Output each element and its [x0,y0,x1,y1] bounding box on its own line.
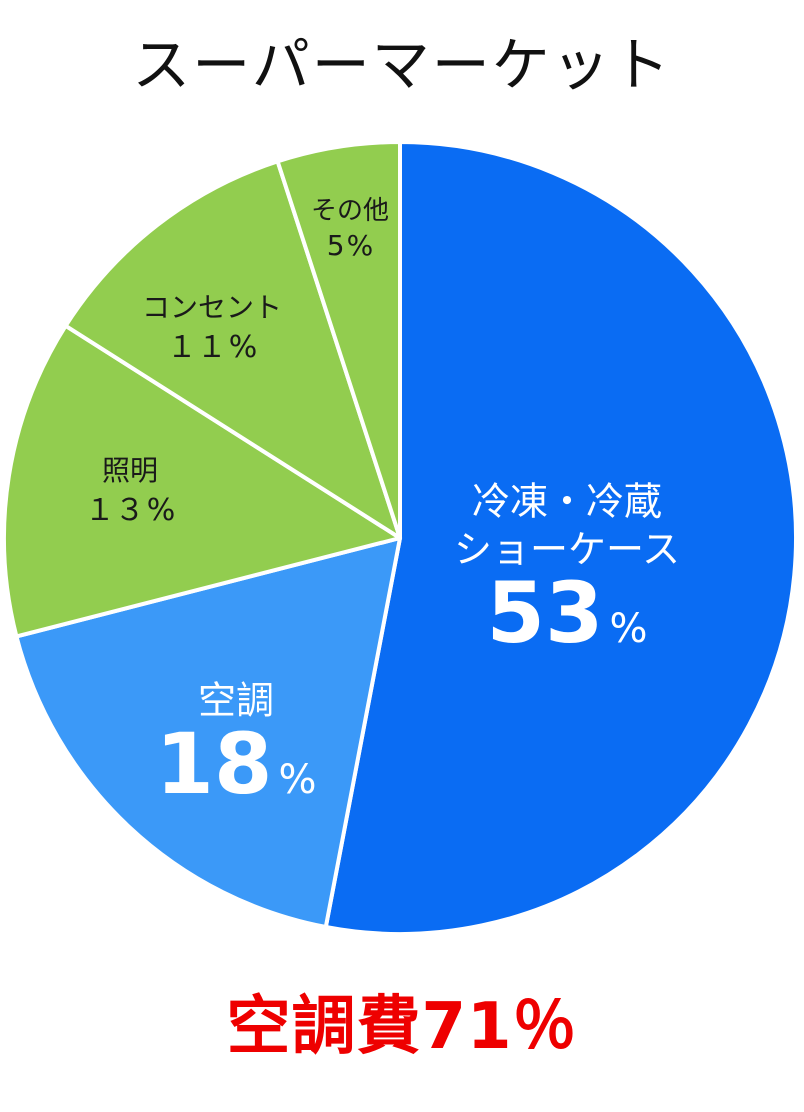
slice-value-number-1: 53 [487,564,604,662]
slice-value-number-2: 18 [156,715,273,813]
pie-slice-4 [63,159,402,540]
pie-slice-3 [2,323,402,639]
chart-title: スーパーマーケット [132,31,672,99]
slice-label-group-4: コンセント １１% [142,291,282,365]
slice-value-5: 5% [327,229,373,262]
slice-name-2: 空調 [198,678,274,722]
slice-value-unit-3: % [147,493,176,528]
slice-label-group-3: 照明 １３% [85,454,176,528]
slice-value-1: 53% [487,564,648,662]
slice-name-4: コンセント [142,291,282,324]
slice-value-unit-2: % [278,757,316,803]
slice-name-1-line-1: 冷凍・冷蔵 [472,479,662,523]
pie-slice-2 [14,536,402,929]
pie-slice-5 [275,140,402,540]
slice-value-2: 18% [156,715,317,813]
slice-name-3: 照明 [102,454,158,487]
pie-slice-1 [323,140,798,936]
slice-value-unit-1: % [609,606,647,652]
slice-value-unit-5: % [347,229,374,262]
pie-slices [2,140,798,936]
slice-value-number-3: １３ [85,493,145,528]
slice-name-1-line-2: ショーケース [454,527,680,571]
summary-text: 空調費71％ [226,990,578,1064]
slice-value-3: １３% [85,493,176,528]
slice-name-5: その他 [311,196,389,226]
slice-value-4: １１% [167,330,258,365]
slice-value-number-5: 5 [327,229,345,262]
slice-value-unit-4: % [229,330,258,365]
slice-value-number-4: １１ [167,330,227,365]
